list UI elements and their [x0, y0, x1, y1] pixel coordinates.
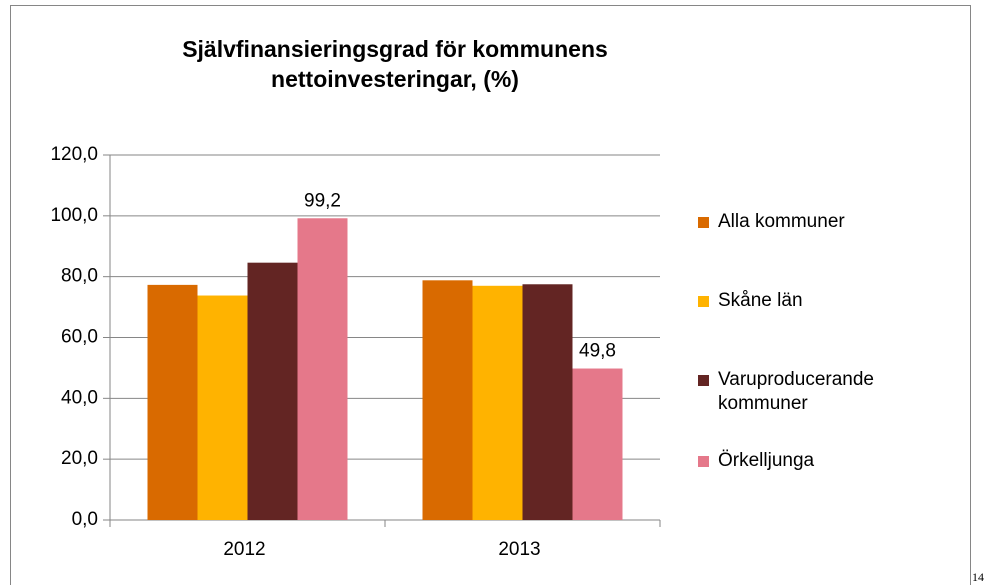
- page-number: 14: [972, 570, 984, 584]
- y-tick-label: 40,0: [61, 387, 98, 408]
- bar: [472, 285, 523, 520]
- legend-label: Skåne län: [718, 290, 803, 311]
- legend-entry: Skåne län: [698, 289, 958, 313]
- x-tick-label: 2013: [498, 539, 540, 560]
- legend-label: Alla kommuner: [718, 211, 845, 232]
- y-tick-label: 100,0: [50, 205, 98, 226]
- bar: [197, 295, 248, 520]
- legend-entry: Varuproducerande kommuner: [698, 368, 958, 416]
- bar: [422, 280, 473, 520]
- y-tick-label: 80,0: [61, 266, 98, 287]
- bar: [297, 218, 348, 520]
- chart-title: Självfinansieringsgrad för kommunens net…: [182, 36, 608, 92]
- legend-swatch: [698, 456, 709, 467]
- legend-entry: Alla kommuner: [698, 210, 958, 234]
- legend-swatch: [698, 217, 709, 228]
- bar: [147, 284, 198, 520]
- data-label: 99,2: [304, 190, 341, 211]
- bar: [522, 284, 573, 520]
- y-tick-label: 20,0: [61, 448, 98, 469]
- y-tick-label: 120,0: [50, 144, 98, 165]
- legend-swatch: [698, 296, 709, 307]
- bar: [572, 368, 623, 520]
- bar: [247, 262, 298, 520]
- y-tick-label: 60,0: [61, 327, 98, 348]
- chart-border: [10, 5, 971, 585]
- legend-swatch: [698, 375, 709, 386]
- y-tick-label: 0,0: [72, 509, 98, 530]
- legend-label: Varuproducerande kommuner: [718, 369, 874, 414]
- x-tick-label: 2012: [223, 539, 265, 560]
- legend-entry: Örkelljunga: [698, 449, 958, 473]
- data-label: 49,8: [579, 341, 616, 362]
- legend-label: Örkelljunga: [718, 450, 815, 471]
